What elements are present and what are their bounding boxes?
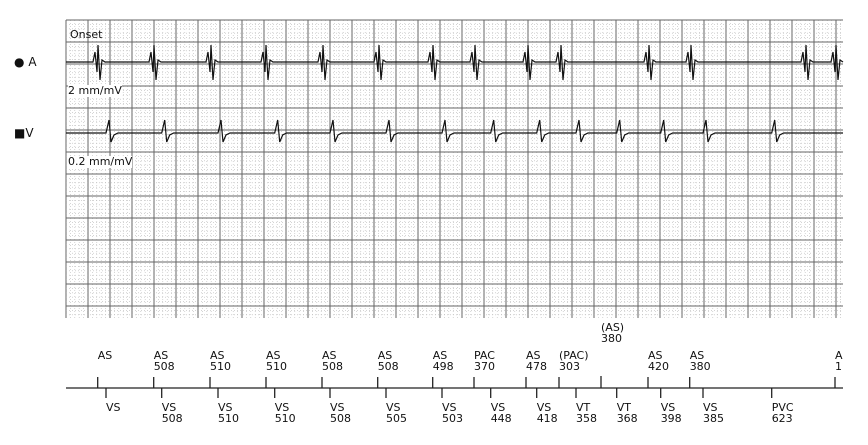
- atrial-marker-label: AS: [648, 349, 663, 362]
- ventricular-marker-label: VT: [616, 401, 631, 414]
- atrial-marker-label: AS: [97, 349, 113, 362]
- atrial-marker-interval: 498: [432, 360, 454, 373]
- ventricular-marker-interval: 505: [386, 412, 407, 425]
- onset-label: Onset: [70, 28, 103, 41]
- atrial-marker-label: AS: [153, 349, 169, 362]
- atrial-marker-interval: 508: [153, 360, 175, 373]
- channel-v-gain: 0.2 mm/mV: [68, 155, 133, 168]
- atrial-marker-interval: 510: [266, 360, 287, 373]
- channel-a-gain: 2 mm/mV: [68, 84, 122, 97]
- ventricular-marker-interval: 398: [660, 412, 682, 425]
- ventricular-marker-label: VS: [490, 401, 506, 414]
- ventricular-marker-interval: 368: [616, 412, 638, 425]
- circle-icon: ●: [14, 55, 25, 69]
- ventricular-marker-interval: 508: [161, 412, 183, 425]
- ventricular-marker-interval: 385: [703, 412, 724, 425]
- atrial-marker-label: AS: [322, 349, 337, 362]
- ventricular-marker-interval: 510: [218, 412, 239, 425]
- ventricular-marker-label: VS: [161, 401, 177, 414]
- atrial-trace: [66, 44, 844, 81]
- atrial-marker-interval: 380: [689, 360, 711, 373]
- ventricular-marker-label: VS: [442, 401, 457, 414]
- ventricular-marker-label: VS: [703, 401, 718, 414]
- ventricular-marker-label: VS: [660, 401, 676, 414]
- ventricular-marker-interval: 623: [771, 412, 793, 425]
- atrial-marker-label: AS: [377, 349, 393, 362]
- atrial-marker-interval: 508: [377, 360, 399, 373]
- channel-v-name: V: [25, 126, 34, 140]
- ventricular-marker-label: VS: [330, 401, 345, 414]
- atrial-marker-interval: 380: [601, 332, 622, 345]
- ventricular-marker-interval: 510: [274, 412, 296, 425]
- atrial-marker-interval: 1: [835, 360, 842, 373]
- ventricular-marker-label: VS: [536, 401, 552, 414]
- channel-a-label: ● A: [14, 55, 37, 69]
- ventricular-marker-label: VT: [576, 401, 591, 414]
- ventricular-marker-interval: 448: [490, 412, 512, 425]
- atrial-marker-interval: 478: [526, 360, 547, 373]
- atrial-marker-label: (AS): [601, 321, 625, 334]
- atrial-marker-label: AS: [526, 349, 541, 362]
- atrial-marker-label: AS: [689, 349, 705, 362]
- ventricular-marker-interval: 358: [576, 412, 597, 425]
- ventricular-marker-label: PVC: [771, 401, 794, 414]
- ventricular-marker-label: VS: [106, 401, 121, 414]
- atrial-marker-label: (PAC): [559, 349, 589, 362]
- atrial-marker-interval: 370: [474, 360, 495, 373]
- ventricular-marker-label: VS: [386, 401, 401, 414]
- ventricular-trace: [66, 119, 843, 143]
- channel-a-name: A: [28, 55, 37, 69]
- ventricular-marker-label: VS: [218, 401, 233, 414]
- atrial-marker-label: A: [835, 349, 843, 362]
- atrial-marker-label: AS: [432, 349, 448, 362]
- atrial-marker-interval: 303: [559, 360, 580, 373]
- atrial-marker-label: PAC: [474, 349, 495, 362]
- atrial-marker-interval: 508: [322, 360, 343, 373]
- ventricular-marker-label: VS: [274, 401, 290, 414]
- atrial-marker-interval: 420: [648, 360, 669, 373]
- ventricular-marker-interval: 508: [330, 412, 351, 425]
- channel-v-label: ■V: [14, 126, 34, 140]
- atrial-marker-interval: 510: [210, 360, 231, 373]
- ventricular-marker-interval: 418: [536, 412, 558, 425]
- atrial-marker-label: AS: [266, 349, 281, 362]
- atrial-marker-label: AS: [210, 349, 225, 362]
- square-icon: ■: [14, 126, 26, 140]
- ventricular-marker-interval: 503: [442, 412, 463, 425]
